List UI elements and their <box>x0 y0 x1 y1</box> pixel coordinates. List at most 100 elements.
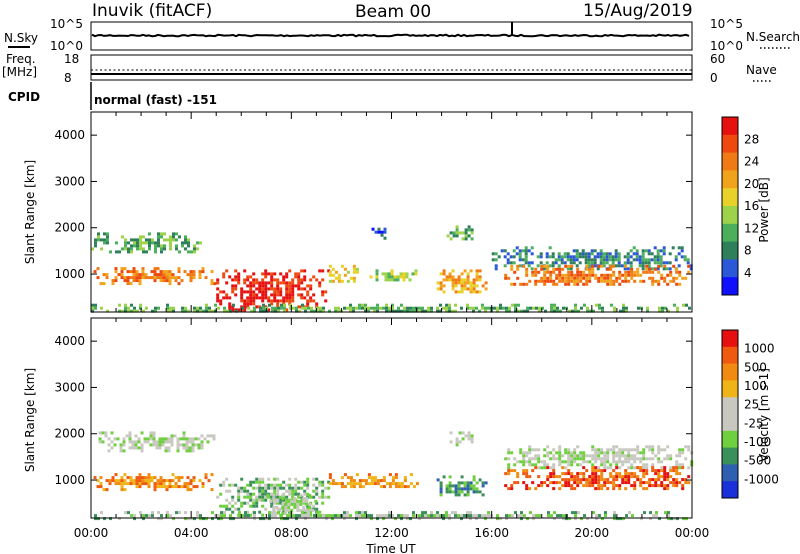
echo-cell <box>106 238 109 242</box>
echo-cell <box>223 309 226 313</box>
echo-cell <box>373 479 377 483</box>
echo-cell <box>442 269 446 273</box>
echo-cell <box>264 296 268 300</box>
echo-cell <box>463 287 467 291</box>
echo-cell <box>306 486 310 490</box>
echo-cell <box>573 481 577 485</box>
echo-cell <box>124 238 127 242</box>
echo-cell <box>100 247 103 251</box>
echo-cell <box>541 306 544 310</box>
echo-cell <box>549 481 553 485</box>
echo-cell <box>298 309 301 313</box>
velocity-colorbar-frame <box>721 329 739 499</box>
echo-cell <box>618 454 622 458</box>
echo-cell <box>319 306 322 310</box>
echo-cell <box>630 454 634 458</box>
echo-cell <box>246 296 250 300</box>
echo-cell <box>273 287 277 291</box>
echo-cell <box>611 258 615 262</box>
echo-cell <box>198 270 202 274</box>
echo-cell <box>205 517 208 521</box>
echo-cell <box>475 517 478 521</box>
echo-cell <box>454 487 458 491</box>
echo-cell <box>449 431 453 435</box>
echo-cell <box>594 481 598 485</box>
echo-cell <box>192 479 196 483</box>
echo-cell <box>597 451 601 455</box>
echo-cell <box>291 284 295 288</box>
echo-cell <box>402 278 406 282</box>
echo-cell <box>520 517 523 521</box>
echo-cell <box>303 483 307 487</box>
echo-cell <box>633 279 637 283</box>
echo-cell <box>455 225 459 229</box>
echo-cell <box>567 454 571 458</box>
echo-cell <box>168 270 172 274</box>
echo-cell <box>331 279 335 283</box>
y-tick-label: 3000 <box>54 174 85 188</box>
echo-cell <box>574 309 577 313</box>
echo-cell <box>294 492 298 496</box>
echo-cell <box>557 264 561 268</box>
colorbar-cell <box>722 414 738 432</box>
echo-cell <box>193 250 196 254</box>
nave-tick-top: 60 <box>710 52 725 66</box>
echo-cell <box>175 511 178 515</box>
echo-cell <box>304 514 307 518</box>
echo-cell <box>294 486 298 490</box>
echo-cell <box>582 478 586 482</box>
echo-cell <box>222 296 226 300</box>
echo-cell <box>652 514 655 518</box>
echo-cell <box>513 463 517 467</box>
echo-cell <box>575 258 579 262</box>
echo-cell <box>206 434 210 438</box>
echo-cell <box>119 443 123 447</box>
echo-cell <box>179 437 183 441</box>
echo-cell <box>184 517 187 521</box>
echo-cell <box>594 454 598 458</box>
echo-cell <box>111 476 115 480</box>
echo-cell <box>370 476 374 480</box>
echo-cell <box>276 284 280 288</box>
echo-cell <box>685 303 688 307</box>
echo-cell <box>383 236 387 240</box>
echo-cell <box>516 475 520 479</box>
echo-cell <box>391 476 395 480</box>
echo-cell <box>645 267 649 271</box>
echo-cell <box>261 513 265 517</box>
echo-cell <box>189 270 193 274</box>
echo-cell <box>279 290 283 294</box>
echo-cell <box>669 273 673 277</box>
echo-cell <box>367 306 370 310</box>
echo-cell <box>561 478 565 482</box>
echo-cell <box>594 475 598 479</box>
echo-cell <box>324 495 328 499</box>
echo-cell <box>132 273 136 277</box>
echo-cell <box>635 249 639 253</box>
echo-cell <box>246 284 250 288</box>
echo-cell <box>615 445 619 449</box>
echo-cell <box>545 261 549 265</box>
echo-cell <box>352 306 355 310</box>
echo-cell <box>600 472 604 476</box>
echo-cell <box>185 440 189 444</box>
echo-cell <box>196 306 199 310</box>
echo-cell <box>294 275 298 279</box>
echo-cell <box>285 498 289 502</box>
echo-cell <box>259 309 262 313</box>
echo-cell <box>340 476 344 480</box>
echo-cell <box>276 483 280 487</box>
echo-cell <box>558 276 562 280</box>
echo-cell <box>361 306 364 310</box>
echo-cell <box>457 290 461 294</box>
echo-cell <box>253 514 256 518</box>
echo-cell <box>630 448 634 452</box>
echo-cell <box>253 309 256 313</box>
echo-cell <box>463 484 467 488</box>
echo-cell <box>306 293 310 297</box>
echo-cell <box>657 448 661 452</box>
echo-cell <box>130 303 133 307</box>
echo-cell <box>172 306 175 310</box>
echo-cell <box>194 437 198 441</box>
echo-cell <box>451 269 455 273</box>
